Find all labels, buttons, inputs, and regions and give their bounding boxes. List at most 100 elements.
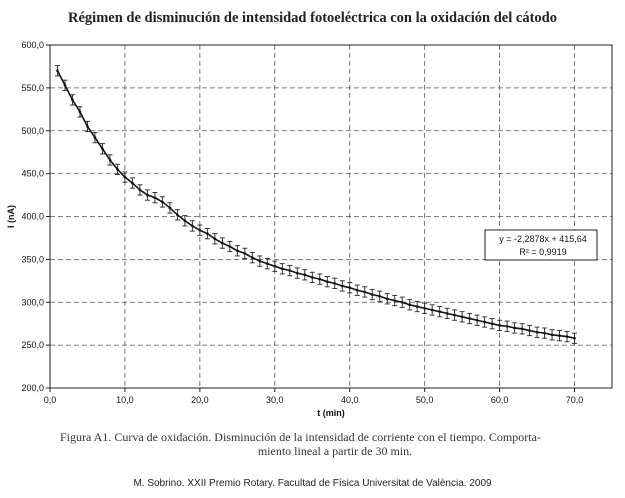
data-point xyxy=(266,262,269,265)
y-tick-label: 600,0 xyxy=(21,40,44,50)
data-point xyxy=(348,286,352,289)
data-point xyxy=(453,313,456,317)
x-tick-label: 60,0 xyxy=(491,395,509,405)
data-point xyxy=(221,241,224,245)
x-tick-label: 70,0 xyxy=(566,395,584,405)
y-axis-label: I (nA) xyxy=(6,205,16,228)
data-point xyxy=(123,175,127,179)
data-point xyxy=(468,317,471,320)
data-point xyxy=(273,264,277,268)
data-point xyxy=(288,269,292,272)
data-point xyxy=(116,168,119,171)
data-point xyxy=(318,277,322,281)
data-point xyxy=(251,256,254,259)
data-point xyxy=(153,196,157,199)
credit-line: M. Sobrino. XXII Premio Rotary. Facultad… xyxy=(133,478,492,489)
data-point xyxy=(408,303,411,307)
data-point xyxy=(191,224,194,228)
y-tick-label: 350,0 xyxy=(21,254,44,264)
data-point xyxy=(243,252,247,255)
data-point xyxy=(483,320,486,324)
data-point xyxy=(363,290,367,294)
y-tick-label: 250,0 xyxy=(21,340,44,350)
chart-title: Régimen de disminución de intensidad fot… xyxy=(68,10,557,26)
x-tick-label: 30,0 xyxy=(266,395,284,405)
x-tick-label: 20,0 xyxy=(191,395,209,405)
regression-r2: R² = 0,9919 xyxy=(519,247,566,257)
regression-annotation: y = -2,2878x + 415,64 R² = 0,9919 xyxy=(484,229,598,261)
data-point xyxy=(206,232,209,235)
y-tick-label: 500,0 xyxy=(21,126,44,136)
data-point xyxy=(528,329,531,332)
data-point xyxy=(423,306,426,310)
data-point xyxy=(213,237,217,241)
y-tick-label: 300,0 xyxy=(21,297,44,307)
data-point xyxy=(108,158,112,162)
data-point xyxy=(438,310,441,313)
data-point xyxy=(86,125,89,128)
data-point xyxy=(146,193,149,197)
data-point xyxy=(325,280,329,283)
data-point xyxy=(430,308,434,312)
data-point xyxy=(71,98,74,102)
x-tick-label: 10,0 xyxy=(116,395,134,405)
data-point xyxy=(295,271,299,275)
data-point xyxy=(176,213,179,217)
data-point xyxy=(520,327,524,331)
data-point xyxy=(445,312,449,315)
data-point xyxy=(573,336,576,340)
data-point xyxy=(280,267,284,271)
data-point xyxy=(198,228,202,232)
data-point xyxy=(565,335,569,338)
data-point xyxy=(535,330,539,334)
figure-caption: Figura A1. Curva de oxidación. Disminuci… xyxy=(60,430,570,458)
data-point xyxy=(355,288,359,292)
data-point xyxy=(393,299,396,302)
data-series xyxy=(54,65,578,344)
data-point xyxy=(415,305,419,308)
data-point xyxy=(475,318,479,322)
data-point xyxy=(378,294,382,298)
data-point xyxy=(505,324,509,328)
data-point xyxy=(63,84,67,87)
x-tick-label: 50,0 xyxy=(416,395,434,405)
data-point xyxy=(543,331,546,335)
data-point xyxy=(370,293,374,296)
data-point xyxy=(558,334,561,337)
data-point xyxy=(236,249,239,253)
x-tick-label: 0,0 xyxy=(44,395,57,405)
regression-equation: y = -2,2878x + 415,64 xyxy=(499,234,587,244)
data-point xyxy=(333,282,337,285)
data-point xyxy=(498,324,501,327)
data-point xyxy=(183,219,187,223)
grid xyxy=(50,45,612,388)
y-tick-label: 400,0 xyxy=(21,212,44,222)
caption-line-1: Figura A1. Curva de oxidación. Disminuci… xyxy=(60,430,541,444)
data-point xyxy=(400,300,404,304)
data-point xyxy=(78,110,82,114)
data-point xyxy=(161,200,164,204)
data-point xyxy=(93,136,97,139)
y-tick-label: 450,0 xyxy=(21,169,44,179)
data-point xyxy=(228,245,232,248)
data-point xyxy=(101,147,104,151)
x-tick-label: 40,0 xyxy=(341,395,359,405)
x-axis-label: t (min) xyxy=(317,408,345,418)
data-point xyxy=(340,284,344,288)
data-point xyxy=(513,326,516,330)
series-line xyxy=(56,70,575,340)
y-tick-label: 200,0 xyxy=(21,383,44,393)
data-point xyxy=(138,188,142,192)
data-point xyxy=(310,276,314,279)
data-point xyxy=(131,181,134,185)
data-point xyxy=(385,297,389,301)
data-point xyxy=(303,273,307,277)
data-point xyxy=(258,259,262,263)
data-point xyxy=(168,206,172,210)
oxidation-chart: 200,0 250,0 300,0 350,0 400,0 450,0 500,0 550,0… xyxy=(6,40,613,418)
data-point xyxy=(460,315,464,319)
data-point xyxy=(56,69,59,73)
data-point xyxy=(490,322,494,325)
caption-line-2: miento lineal a partir de 30 min. xyxy=(257,444,413,458)
